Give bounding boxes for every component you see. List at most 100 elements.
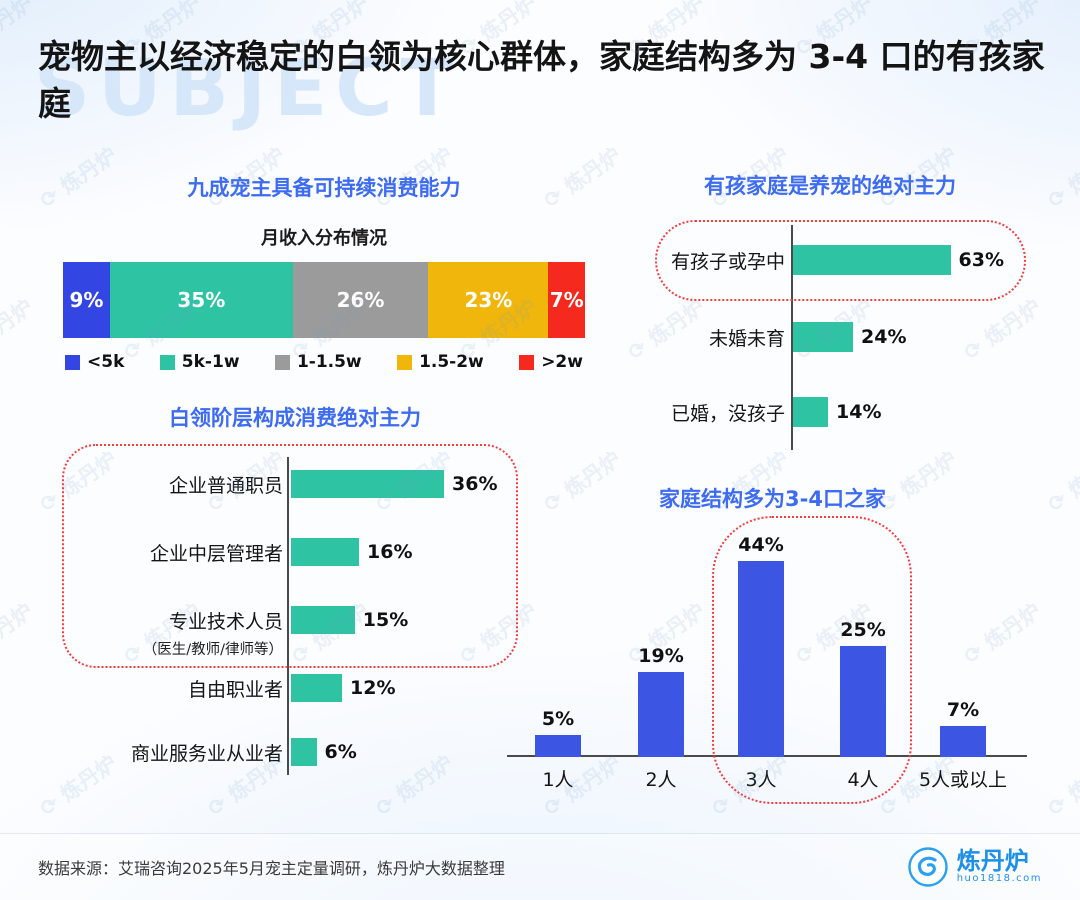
segment-value-label: 7% — [549, 288, 584, 312]
value-label: 12% — [350, 677, 396, 699]
value-label: 15% — [362, 609, 409, 631]
legend-item: 1-1.5w — [274, 352, 362, 372]
bar — [291, 738, 317, 766]
bar-row: 已婚，没孩子 14% — [620, 397, 881, 427]
value-label: 14% — [836, 401, 882, 423]
category-label: 专业技术人员 — [168, 610, 283, 633]
legend-swatch — [519, 354, 535, 370]
stacked-segment: 35% — [109, 262, 293, 338]
category-note: （医生/教师/律师等） — [142, 642, 283, 658]
brand-url: huo1818.com — [956, 873, 1042, 885]
bar: 44% — [738, 534, 784, 757]
stacked-segment: 9% — [63, 262, 110, 338]
bar — [793, 322, 853, 352]
bar: 19% — [638, 645, 684, 757]
bar-row: 有孩子或孕中 63% — [620, 245, 1004, 275]
bar: 7% — [940, 699, 986, 757]
highlight-ring — [62, 444, 518, 668]
bar-row: 企业普通职员 36% — [60, 470, 497, 498]
stacked-segment: 23% — [428, 262, 549, 338]
brand-watermark: ⟳ 炼丹炉 — [1043, 446, 1080, 517]
bar-row: 企业中层管理者 16% — [60, 538, 412, 566]
brand-name: 炼丹炉 — [956, 847, 1029, 876]
category-label: 5人或以上 — [918, 769, 1008, 791]
occupation-chart-title: 白领阶层构成消费绝对主力 — [169, 406, 421, 430]
category-label: 有孩子或孕中 — [670, 250, 785, 273]
legend-swatch — [397, 354, 413, 370]
brand-logo-icon — [908, 847, 948, 887]
legend-swatch — [159, 354, 175, 370]
value-label: 5% — [541, 707, 575, 730]
income-legend: <5k 5k-1w 1-1.5w 1.5-2w >2w — [65, 352, 583, 372]
family-chart-title: 有孩家庭是养宠的绝对主力 — [704, 174, 956, 198]
bar — [291, 674, 342, 702]
legend-item: <5k — [65, 352, 124, 372]
income-chart-title: 九成宠主具备可持续消费能力 — [187, 176, 461, 200]
segment-value-label: 23% — [464, 288, 513, 312]
value-label: 6% — [324, 741, 357, 763]
legend-swatch — [274, 354, 290, 370]
category-label: 2人 — [645, 769, 677, 791]
background-watermark-text: SUBJECT — [34, 44, 462, 134]
value-label: 25% — [840, 618, 886, 641]
brand-watermark: ⟳ 炼丹炉 — [1043, 142, 1080, 213]
legend-label: <5k — [87, 352, 125, 372]
segment-value-label: 35% — [177, 288, 226, 312]
footer: 数据来源：艾瑞咨询2025年5月宠主定量调研，炼丹炉大数据整理 炼丹炉 huo1… — [0, 833, 1080, 900]
brand-watermark: ⟳ 炼丹炉 — [0, 0, 38, 61]
segment-value-label: 9% — [69, 288, 104, 312]
legend-label: >2w — [541, 352, 583, 372]
page-title: 宠物主以经济稳定的白领为核心群体，家庭结构多为 3-4 口的有孩家庭 — [38, 37, 1045, 123]
category-label: 企业中层管理者 — [149, 542, 283, 565]
legend-label: 1-1.5w — [296, 352, 362, 372]
household-size-chart: 家庭结构多为3-4口之家 5% 19% 44% 25% 7% 1人 2人 3人 … — [505, 483, 1040, 818]
highlight-ring — [712, 516, 912, 804]
y-axis-line — [287, 457, 289, 775]
legend-item: >2w — [519, 352, 583, 372]
bar: 5% — [535, 708, 581, 757]
bar — [291, 606, 355, 634]
legend-item: 5k-1w — [159, 352, 240, 372]
bar — [793, 245, 951, 275]
bar-row: 自由职业者 12% — [60, 674, 395, 702]
category-label: 未婚未育 — [708, 327, 785, 350]
brand-logo: 炼丹炉 huo1818.com — [908, 847, 1042, 887]
category-label: 企业普通职员 — [168, 474, 283, 497]
bar — [291, 470, 444, 498]
income-distribution-chart: 九成宠主具备可持续消费能力 月收入分布情况 9% 35% 26% 23% 7% … — [63, 172, 585, 392]
bar: 25% — [840, 619, 886, 757]
y-axis-line — [791, 225, 793, 450]
value-label: 16% — [367, 541, 413, 563]
income-chart-subtitle: 月收入分布情况 — [261, 228, 387, 249]
category-label: 商业服务业从业者 — [130, 742, 283, 765]
stacked-segment: 26% — [292, 262, 429, 338]
household-chart-title: 家庭结构多为3-4口之家 — [659, 487, 886, 511]
category-label: 自由职业者 — [187, 678, 283, 701]
highlight-ring — [655, 220, 1026, 301]
bar-row: 商业服务业从业者 6% — [60, 738, 357, 766]
brand-watermark: ⟳ 炼丹炉 — [0, 294, 38, 365]
legend-item: 1.5-2w — [397, 352, 484, 372]
segment-value-label: 26% — [336, 288, 385, 312]
value-label: 36% — [452, 473, 498, 495]
category-label: 已婚，没孩子 — [670, 402, 785, 425]
bar — [793, 397, 828, 427]
bar — [291, 538, 359, 566]
data-source-text: 数据来源：艾瑞咨询2025年5月宠主定量调研，炼丹炉大数据整理 — [38, 859, 505, 878]
category-label: 1人 — [542, 769, 574, 791]
legend-swatch — [65, 354, 80, 370]
value-label: 24% — [861, 326, 907, 348]
legend-label: 5k-1w — [181, 352, 240, 372]
bar-row: 专业技术人员 15% — [60, 606, 408, 634]
value-label: 19% — [638, 645, 684, 668]
bar-row: 未婚未育 24% — [620, 322, 906, 352]
brand-watermark: ⟳ 炼丹炉 — [0, 598, 38, 669]
occupation-chart: 白领阶层构成消费绝对主力 企业普通职员 36% 企业中层管理者 16% 专业技术… — [60, 402, 530, 787]
family-status-chart: 有孩家庭是养宠的绝对主力 有孩子或孕中 63% 未婚未育 24% 已婚，没孩子 … — [620, 170, 1040, 470]
stacked-segment: 7% — [548, 262, 585, 338]
legend-label: 1.5-2w — [419, 352, 484, 372]
value-label: 7% — [946, 698, 980, 721]
stacked-bar: 9% 35% 26% 23% 7% — [63, 262, 585, 338]
brand-logo-text-block: 炼丹炉 huo1818.com — [956, 847, 1042, 885]
